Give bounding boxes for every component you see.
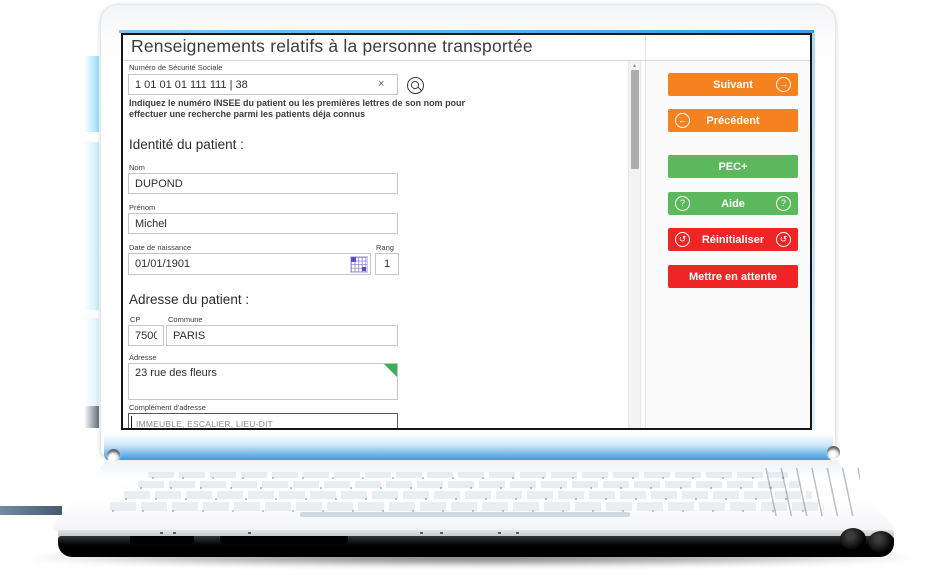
arrow-right-icon: → xyxy=(776,77,791,92)
search-icon[interactable] xyxy=(407,77,424,94)
prenom-label: Prénom xyxy=(129,203,156,212)
adresse-textarea[interactable]: 23 rue des fleurs xyxy=(128,363,398,400)
base-notch xyxy=(130,536,194,544)
ssn-label: Numéro de Sécurité Sociale xyxy=(129,63,223,72)
reflection-streak xyxy=(84,406,99,428)
attente-label: Mettre en attente xyxy=(688,270,778,283)
clear-icon[interactable]: × xyxy=(378,78,385,90)
front-edge-detail xyxy=(160,532,163,534)
keyboard-row-shading xyxy=(140,487,800,489)
keyboard-numpad-shading xyxy=(760,468,860,516)
pec-label: PEC+ xyxy=(718,160,748,173)
front-edge-detail xyxy=(516,532,519,534)
adresse-label: Adresse xyxy=(129,353,157,362)
prenom-input[interactable] xyxy=(128,213,398,234)
aide-button[interactable]: ? Aide ? xyxy=(668,192,798,215)
keyboard-row xyxy=(110,502,824,511)
precedent-label: Précédent xyxy=(706,114,760,127)
app-window: Renseignements relatifs à la personne tr… xyxy=(121,33,812,430)
nom-label: Nom xyxy=(129,163,145,172)
front-edge-detail xyxy=(173,532,176,534)
arrow-left-icon: ← xyxy=(675,113,690,128)
reflection-streak xyxy=(84,142,99,310)
front-edge-detail xyxy=(420,532,423,534)
complement-label: Complément d'adresse xyxy=(129,403,206,412)
date-naissance-input[interactable] xyxy=(129,254,344,274)
front-edge-detail xyxy=(440,532,443,534)
commune-input[interactable] xyxy=(166,325,398,346)
base-notch xyxy=(220,536,348,544)
form-scroll-area: Numéro de Sécurité Sociale × Indiquez le… xyxy=(123,61,628,428)
ssn-help-text: Indiquez le numéro INSEE du patient ou l… xyxy=(129,98,466,119)
hinge-cap-left xyxy=(107,449,120,462)
keyboard-row-shading xyxy=(152,477,788,479)
address-heading: Adresse du patient : xyxy=(129,292,250,307)
pec-button[interactable]: PEC+ xyxy=(668,155,798,178)
screen-bottom-glow xyxy=(104,434,833,462)
base-hinge-bump xyxy=(840,528,866,550)
question-icon: ? xyxy=(675,196,690,211)
keyboard-row xyxy=(148,472,788,478)
reinitialiser-button[interactable]: ↺ Réinitialiser ↺ xyxy=(668,228,798,251)
front-edge-detail xyxy=(498,532,501,534)
aide-label: Aide xyxy=(721,197,745,210)
scrollbar-track[interactable]: ▴ xyxy=(628,61,641,428)
undo-icon: ↺ xyxy=(776,232,791,247)
keyboard-row xyxy=(124,491,812,499)
panel-divider xyxy=(645,35,646,428)
rang-input[interactable] xyxy=(375,253,399,275)
reinitialiser-label: Réinitialiser xyxy=(701,233,765,246)
complement-input[interactable] xyxy=(128,413,398,428)
question-icon: ? xyxy=(776,196,791,211)
ssn-input[interactable] xyxy=(128,74,398,95)
keyboard-spacebar xyxy=(300,512,630,517)
nom-input[interactable] xyxy=(128,173,398,194)
base-hinge-bump xyxy=(868,531,894,553)
reflection-streak xyxy=(84,318,99,406)
rang-label: Rang xyxy=(376,243,394,252)
scrollbar-thumb[interactable] xyxy=(630,70,639,169)
suivant-label: Suivant xyxy=(713,78,753,91)
title-separator xyxy=(123,60,810,61)
date-naissance-field xyxy=(128,253,371,275)
date-naissance-label: Date de naissance xyxy=(129,243,192,252)
mettre-en-attente-button[interactable]: Mettre en attente xyxy=(668,265,798,288)
scrollbar-up-arrow[interactable]: ▴ xyxy=(632,63,636,69)
actions-panel: Suivant → ← Précédent PEC+ ? Aide ? ↺ Ré… xyxy=(646,61,810,428)
laptop-front-edge xyxy=(58,530,894,537)
cp-input[interactable] xyxy=(128,325,164,346)
commune-label: Commune xyxy=(168,315,203,324)
calendar-icon[interactable] xyxy=(350,255,368,273)
laptop-keyboard-deck xyxy=(52,460,894,534)
precedent-button[interactable]: ← Précédent xyxy=(668,109,798,132)
identity-heading: Identité du patient : xyxy=(129,137,244,152)
autocomplete-corner-marker xyxy=(384,364,397,377)
table-edge-reflection xyxy=(0,506,62,515)
keyboard-row-shading xyxy=(125,498,811,500)
keyboard-row-shading xyxy=(112,510,822,512)
text-caret xyxy=(131,416,132,428)
undo-icon: ↺ xyxy=(675,232,690,247)
keyboard-row xyxy=(138,481,800,488)
cp-label: CP xyxy=(130,315,141,324)
hinge-cap-right xyxy=(827,446,840,459)
front-edge-detail xyxy=(248,532,251,534)
page-title: Renseignements relatifs à la personne tr… xyxy=(131,36,533,56)
reflection-streak xyxy=(84,56,99,132)
desktop-accent-right xyxy=(812,33,815,429)
suivant-button[interactable]: Suivant → xyxy=(668,73,798,96)
desktop-accent-top xyxy=(119,30,814,33)
